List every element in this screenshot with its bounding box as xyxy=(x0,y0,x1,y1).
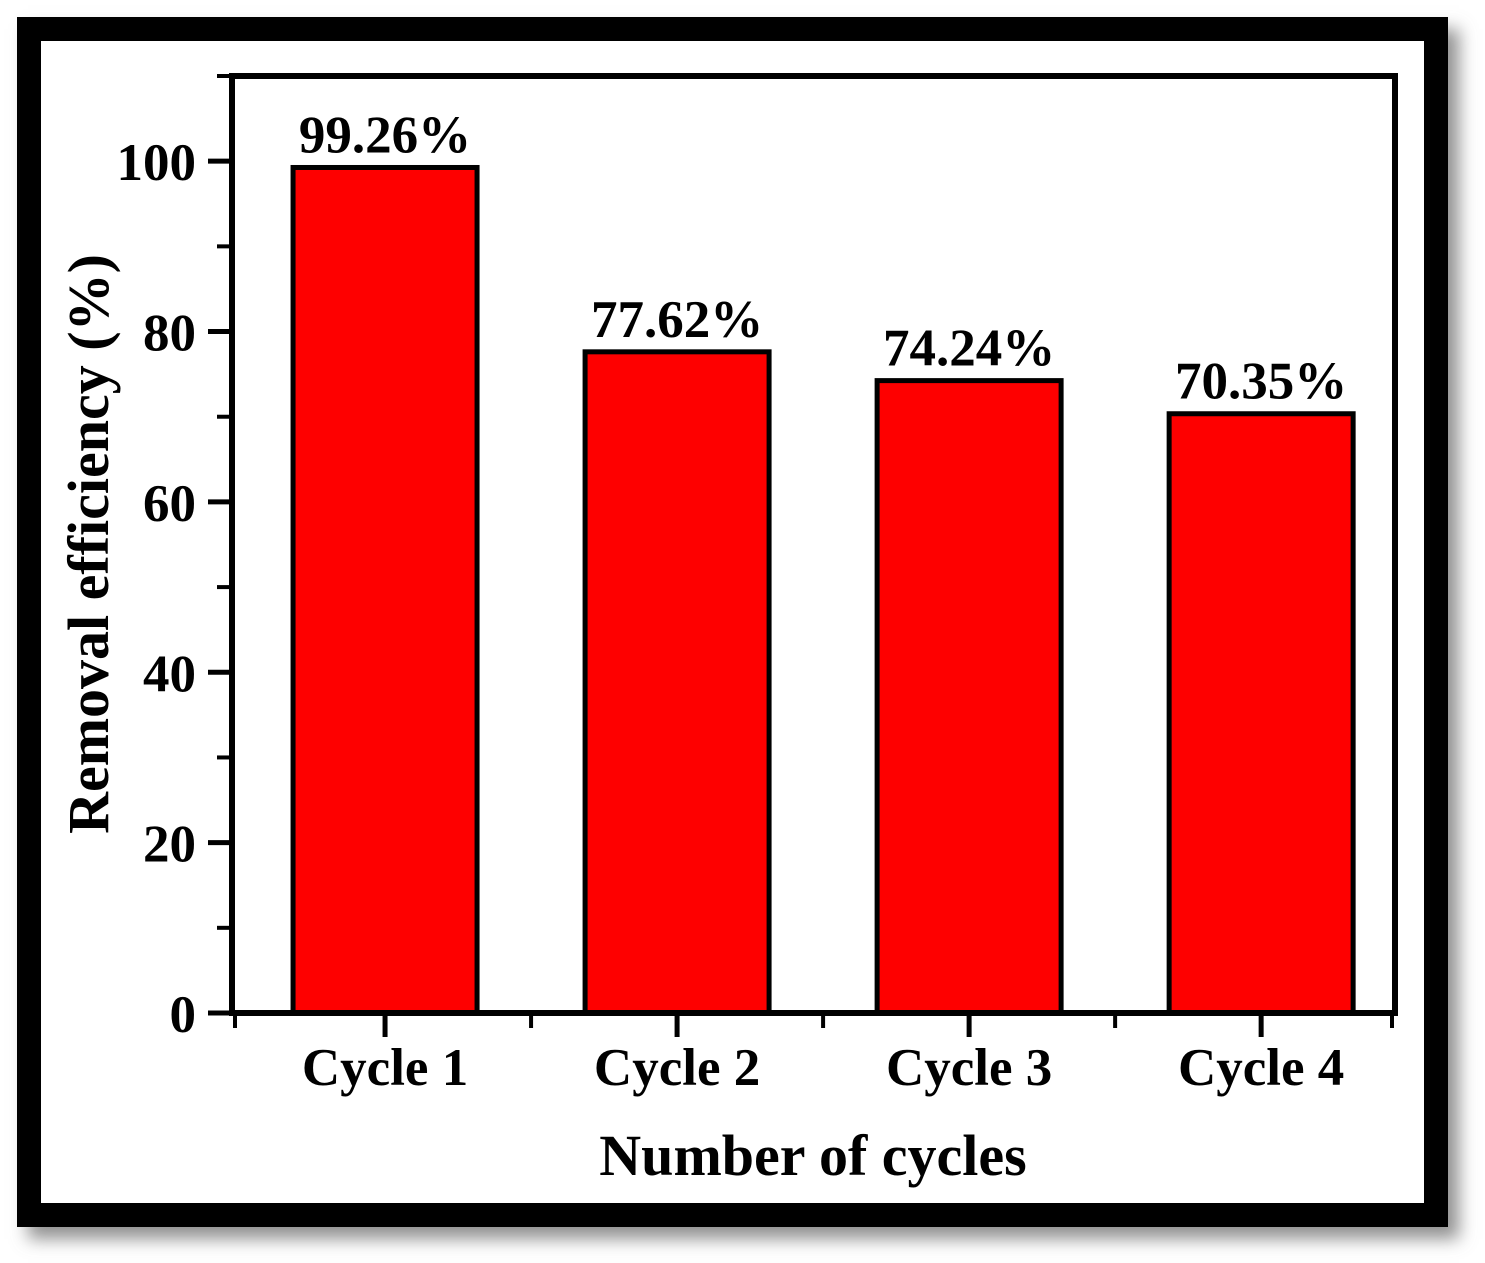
x-axis-tick-label: Cycle 4 xyxy=(1178,1039,1344,1097)
bar-value-label: 99.26% xyxy=(299,106,471,164)
bar-value-label: 77.62% xyxy=(591,291,763,349)
bar-cycle-2 xyxy=(582,349,772,1016)
y-axis-tick-label: 60 xyxy=(143,475,196,533)
bar-cycle-1 xyxy=(290,164,480,1016)
y-axis-tick-label: 0 xyxy=(170,986,197,1044)
y-axis-title: Removal efficiency (%) xyxy=(56,254,121,834)
bar-cycle-4 xyxy=(1166,411,1356,1016)
y-axis-tick-label: 20 xyxy=(143,816,196,874)
y-axis-tick-label: 100 xyxy=(117,134,197,192)
bar-cycle-3 xyxy=(874,378,1064,1016)
y-axis-tick-label: 80 xyxy=(143,305,196,363)
bar-value-label: 70.35% xyxy=(1175,353,1347,411)
x-axis-tick-label: Cycle 1 xyxy=(302,1039,468,1097)
plot-content: 99.26% Cycle 1 77.62% Cycle 2 74.24% Cycle 3 7… xyxy=(117,74,1394,1097)
y-axis-tick-label: 40 xyxy=(143,645,196,703)
bar-value-label: 74.24% xyxy=(883,320,1055,378)
plot-frame xyxy=(229,73,1398,1016)
x-axis-tick-label: Cycle 2 xyxy=(594,1039,760,1097)
x-axis-tick-label: Cycle 3 xyxy=(886,1039,1052,1097)
x-axis-title: Number of cycles xyxy=(599,1123,1026,1188)
